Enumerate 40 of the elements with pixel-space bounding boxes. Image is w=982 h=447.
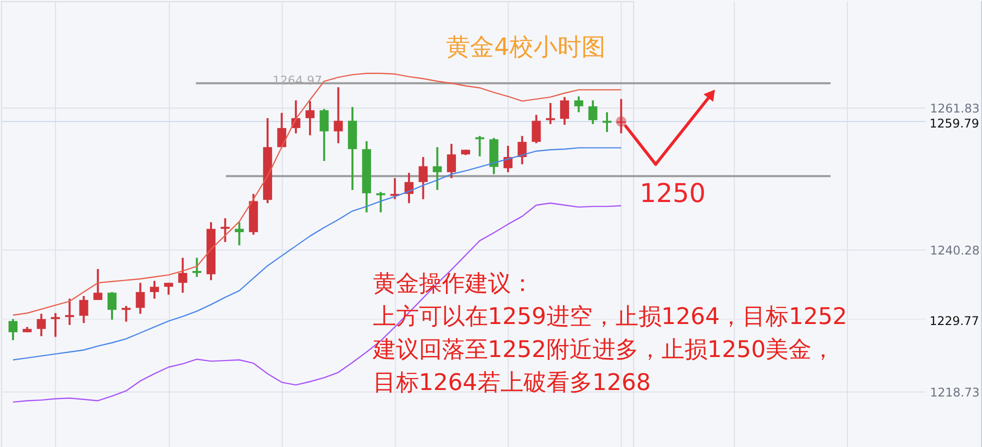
text: 黄金4校小时图	[446, 33, 606, 62]
candlestick	[602, 111, 612, 133]
candlestick	[150, 280, 159, 300]
y-tick-label: 1261.83	[930, 102, 980, 116]
candlestick	[446, 142, 456, 180]
candlestick	[404, 172, 414, 204]
candlestick	[136, 282, 145, 315]
candlestick	[418, 156, 428, 200]
text: 1250	[640, 179, 706, 210]
annotation: 建议回落至1252附近进多，止损1250美金，	[372, 336, 835, 363]
candlestick	[220, 217, 230, 243]
candlestick	[178, 256, 188, 294]
candlestick	[277, 112, 286, 148]
candlestick	[616, 98, 626, 134]
candlestick	[532, 114, 541, 144]
candlestick	[122, 304, 131, 323]
candlestick	[588, 99, 598, 126]
candlestick	[108, 291, 117, 321]
annotation: 目标1264若上破看多1268	[372, 370, 651, 396]
candlestick	[50, 312, 60, 338]
candlestick	[432, 146, 442, 191]
candlestick	[518, 134, 527, 166]
candlestick	[36, 312, 46, 338]
candlestick	[376, 190, 386, 214]
candlestick	[8, 318, 18, 342]
candlestick	[79, 295, 88, 324]
candlestick	[574, 95, 584, 114]
candlestick	[560, 96, 570, 126]
candlestick	[234, 221, 244, 246]
candlestick	[65, 298, 74, 326]
y-tick-label: 1240.28	[930, 244, 980, 258]
y-tick-label: 1218.73	[930, 385, 980, 400]
ref-line-label: 1259.79	[930, 116, 980, 131]
candlestick	[306, 100, 315, 136]
candlestick	[320, 108, 329, 162]
candlestick	[93, 268, 102, 301]
candlestick	[192, 256, 202, 278]
candlestick	[546, 102, 555, 126]
candlestick	[334, 86, 343, 144]
ref-line-label: 1229.77	[930, 314, 980, 328]
